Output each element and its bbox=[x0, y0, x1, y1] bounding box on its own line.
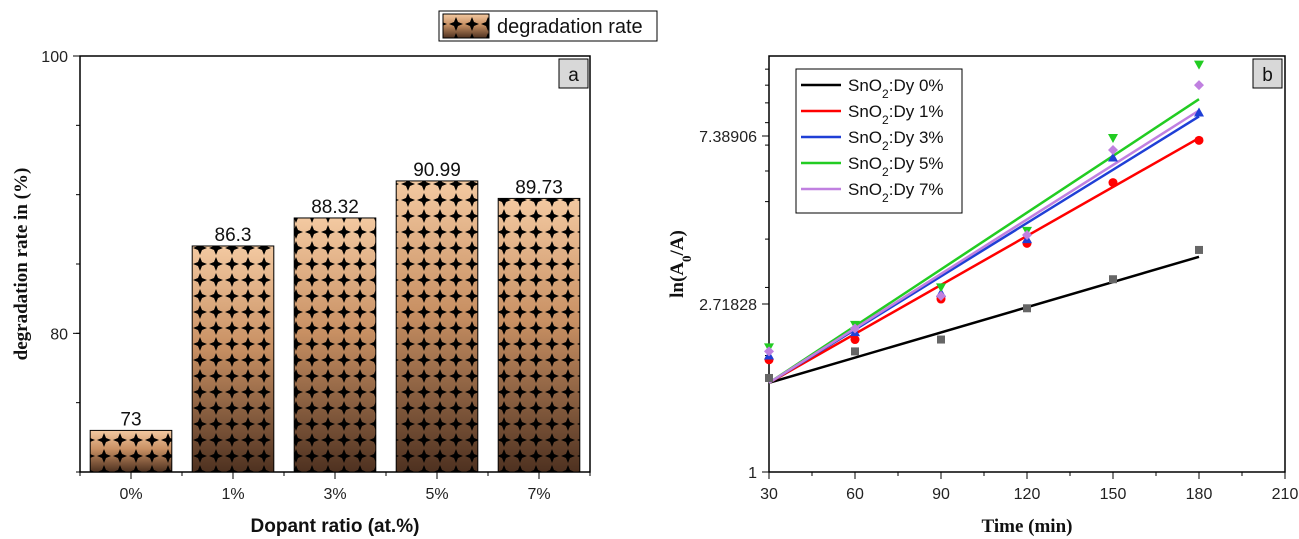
legend-b: SnO2:Dy 0%SnO2:Dy 1%SnO2:Dy 3%SnO2:Dy 5%… bbox=[795, 68, 963, 214]
bar-value-label: 90.99 bbox=[413, 160, 461, 181]
x-tick-label-b: 60 bbox=[846, 486, 864, 503]
data-point bbox=[1108, 178, 1118, 188]
bar-pattern-0 bbox=[90, 430, 172, 472]
fit-line-3 bbox=[768, 98, 1200, 384]
data-point bbox=[1194, 80, 1204, 91]
x-axis-b: 30 60 90 120 150 180 210 bbox=[760, 472, 1298, 503]
x-tick-label-a: 7% bbox=[527, 486, 550, 503]
panel-a-bar-chart: degradation rate 73 86.3 88.32 90.99 89.73 8… bbox=[11, 10, 658, 537]
x-tick-label-b: 180 bbox=[1186, 486, 1213, 503]
legend-swatch-pattern bbox=[443, 14, 489, 38]
x-axis-a: 0% 1% 3% 5% 7% bbox=[79, 472, 591, 503]
bar-pattern-1 bbox=[192, 245, 274, 472]
data-point bbox=[1109, 275, 1117, 284]
y-tick-label-b: 2.71828 bbox=[699, 297, 757, 314]
x-tick-label-b: 30 bbox=[760, 486, 778, 503]
y-tick-label-b: 1 bbox=[748, 465, 757, 482]
x-axis-title-a: Dopant ratio (at.%) bbox=[251, 516, 420, 537]
data-point bbox=[1022, 229, 1032, 240]
panel-b-kinetics-plot: 1 2.71828 7.38906 30 60 90 120 150 180 210 SnO2:… bbox=[667, 55, 1298, 537]
data-point bbox=[936, 291, 946, 302]
panel-letter-b: b bbox=[1262, 65, 1273, 86]
x-tick-label-b: 90 bbox=[932, 486, 950, 503]
bar-value-label: 88.32 bbox=[311, 197, 359, 218]
data-point bbox=[1108, 144, 1118, 155]
data-point bbox=[1194, 60, 1204, 70]
bar-pattern-3 bbox=[396, 180, 478, 472]
legend-a: degradation rate bbox=[438, 10, 658, 42]
data-point bbox=[1195, 245, 1203, 254]
data-point bbox=[764, 346, 774, 357]
data-point bbox=[1194, 135, 1204, 145]
y-tick-label-a: 80 bbox=[50, 326, 68, 343]
data-point bbox=[937, 335, 945, 344]
data-point bbox=[850, 335, 860, 345]
data-points-b bbox=[764, 60, 1204, 382]
y-axis-a: 80 100 bbox=[41, 49, 80, 473]
bar-pattern-2 bbox=[294, 217, 376, 472]
x-tick-label-b: 120 bbox=[1014, 486, 1041, 503]
bar-value-label: 73 bbox=[120, 409, 141, 430]
legend-entry-label: SnO2:Dy 3% bbox=[848, 128, 944, 153]
fit-lines-b bbox=[768, 98, 1200, 385]
x-tick-label-a: 5% bbox=[425, 486, 448, 503]
y-axis-title-b: ln(A0/A) bbox=[667, 230, 694, 298]
y-tick-label-b: 7.38906 bbox=[699, 129, 757, 146]
y-axis-title-a: degradation rate in (%) bbox=[11, 168, 32, 361]
data-point bbox=[1194, 107, 1204, 117]
legend-entry-label: SnO2:Dy 1% bbox=[848, 102, 944, 127]
fit-line-1 bbox=[768, 136, 1200, 384]
bar-pattern-4 bbox=[498, 198, 580, 473]
fit-line-0 bbox=[768, 255, 1200, 385]
data-point bbox=[850, 323, 860, 334]
panel-letter-a-box: a bbox=[558, 58, 589, 89]
legend-entry-label: SnO2:Dy 7% bbox=[848, 180, 944, 205]
y-tick-label-a: 100 bbox=[41, 49, 68, 66]
x-tick-label-b: 210 bbox=[1272, 486, 1299, 503]
bars-a: 73 86.3 88.32 90.99 89.73 bbox=[89, 160, 581, 473]
data-point bbox=[765, 373, 773, 382]
data-point bbox=[1108, 152, 1118, 162]
data-point bbox=[936, 283, 946, 293]
legend-label: degradation rate bbox=[497, 16, 643, 38]
x-axis-title-b: Time (min) bbox=[982, 516, 1073, 537]
y-axis-b: 1 2.71828 7.38906 bbox=[699, 68, 769, 482]
x-tick-label-a: 1% bbox=[221, 486, 244, 503]
data-point bbox=[851, 347, 859, 356]
x-tick-label-b: 150 bbox=[1100, 486, 1127, 503]
panel-letter-a: a bbox=[568, 65, 579, 86]
legend-entry-label: SnO2:Dy 0% bbox=[848, 76, 944, 101]
data-point bbox=[1108, 134, 1118, 144]
bar-value-label: 86.3 bbox=[215, 225, 252, 246]
legend-entry-label: SnO2:Dy 5% bbox=[848, 154, 944, 179]
data-point bbox=[1023, 304, 1031, 313]
bar-value-label: 89.73 bbox=[515, 177, 563, 198]
x-tick-label-a: 0% bbox=[119, 486, 142, 503]
panel-letter-b-box: b bbox=[1252, 58, 1283, 89]
fit-line-4 bbox=[768, 109, 1200, 384]
x-tick-label-a: 3% bbox=[323, 486, 346, 503]
